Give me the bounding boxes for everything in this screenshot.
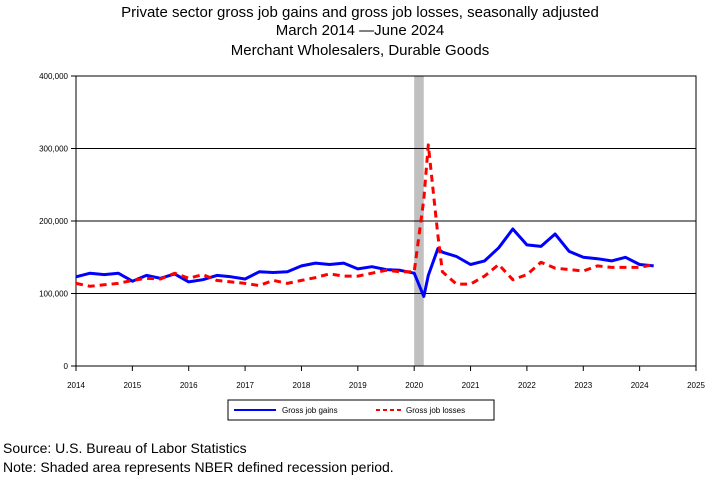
- chart-subtitle: Merchant Wholesalers, Durable Goods: [230, 42, 490, 59]
- losses-line: [75, 143, 655, 288]
- chart-date-range: March 2014 —June 2024: [275, 22, 445, 39]
- chart-title: Private sector gross job gains and gross…: [121, 4, 599, 21]
- x-tick-label: 2021: [462, 381, 480, 390]
- x-tick-label: 2023: [574, 381, 592, 390]
- x-tick-label: 2022: [518, 381, 536, 390]
- x-tick-label: 2015: [123, 381, 141, 390]
- legend: [227, 399, 495, 421]
- plot-frame: [75, 75, 697, 367]
- y-tick-label: 200,000: [39, 217, 68, 226]
- x-tick-label: 2025: [687, 381, 705, 390]
- gains-line: [75, 227, 654, 298]
- y-tick-label: 300,000: [39, 145, 68, 154]
- x-tick-label: 2017: [236, 381, 254, 390]
- source-note: Source: U.S. Bureau of Labor Statistics: [3, 440, 247, 456]
- legend-losses-label: Gross job losses: [406, 406, 465, 415]
- legend-gains-label: Gross job gains: [282, 406, 338, 415]
- x-tick-label: 2014: [67, 381, 85, 390]
- x-tick-label: 2020: [405, 381, 423, 390]
- recession-note: Note: Shaded area represents NBER define…: [3, 459, 394, 475]
- y-tick-label: 0: [64, 362, 69, 371]
- x-tick-label: 2024: [631, 381, 649, 390]
- x-tick-label: 2016: [180, 381, 198, 390]
- x-tick-label: 2018: [293, 381, 311, 390]
- x-tick-label: 2019: [349, 381, 367, 390]
- y-tick-label: 100,000: [39, 290, 68, 299]
- y-tick-label: 400,000: [39, 72, 68, 81]
